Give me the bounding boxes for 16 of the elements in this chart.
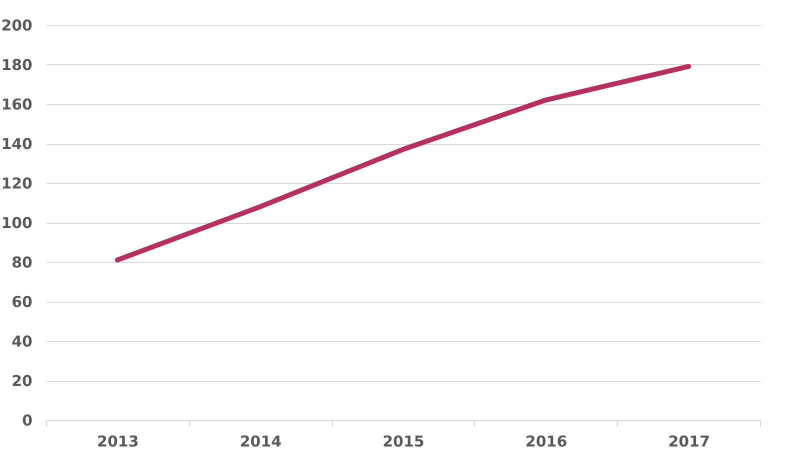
y-tick-label: 160 xyxy=(1,96,32,114)
y-tick-label: 20 xyxy=(12,372,32,390)
x-tick-label: 2013 xyxy=(97,432,139,450)
y-tick-label: 60 xyxy=(12,293,32,311)
y-tick-label: 140 xyxy=(1,135,32,153)
y-tick-label: 40 xyxy=(12,332,32,350)
x-tick-label: 2014 xyxy=(240,432,282,450)
x-tick-label: 2015 xyxy=(382,432,424,450)
y-tick-label: 120 xyxy=(1,174,32,192)
y-tick-label: 200 xyxy=(1,16,32,34)
x-tick-label: 2017 xyxy=(668,432,710,450)
y-tick-label: 0 xyxy=(22,412,32,430)
y-tick-label: 80 xyxy=(12,254,32,272)
x-tick-label: 2016 xyxy=(525,432,568,450)
y-tick-label: 180 xyxy=(1,56,32,74)
y-tick-label: 100 xyxy=(1,214,32,232)
